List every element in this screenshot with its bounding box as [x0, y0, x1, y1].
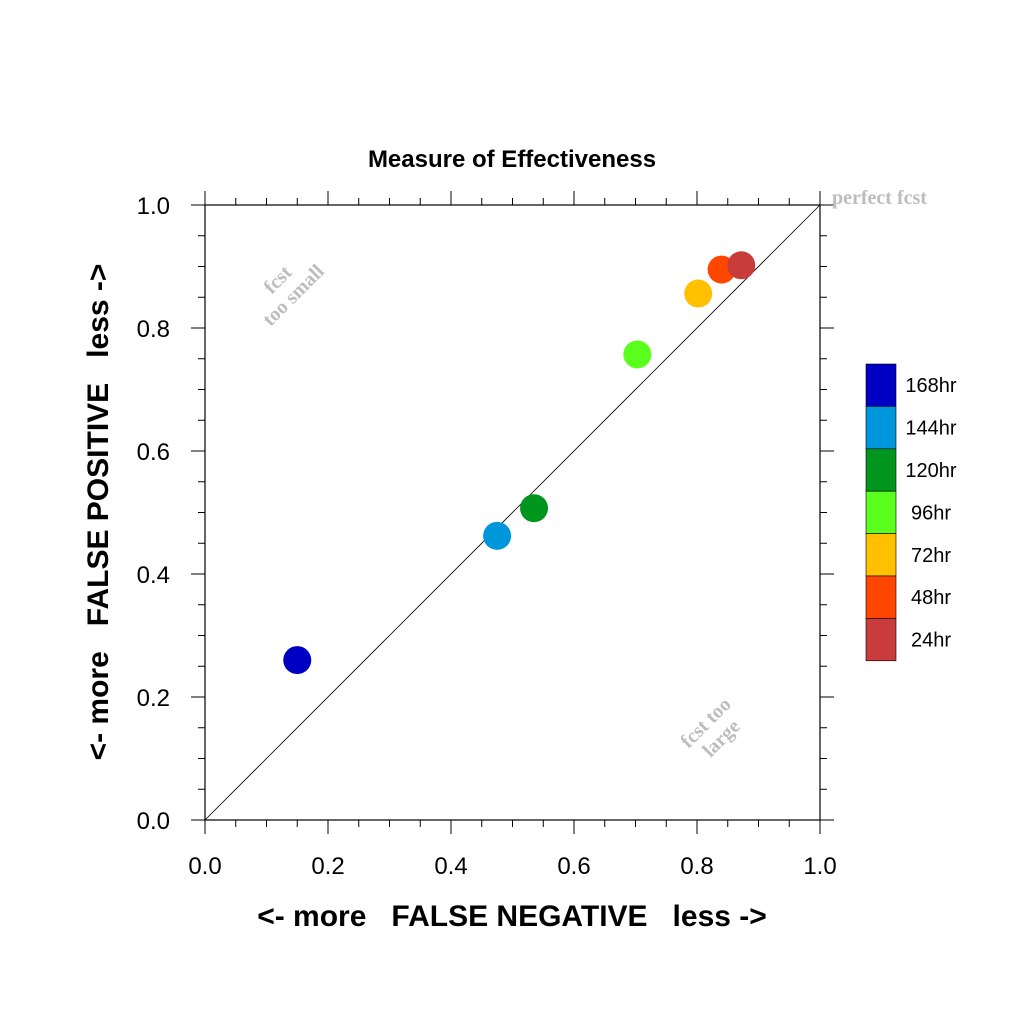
y-tick-label: 0.4	[137, 562, 170, 589]
annotation-too-large: fcst too large	[676, 693, 744, 761]
data-point-72hr	[684, 279, 713, 308]
legend-label-24hr: 24hr	[911, 630, 951, 652]
x-tick-label: 0.4	[434, 853, 467, 880]
legend-swatch-24hr	[865, 618, 897, 662]
annotation-too-small-line2: too small	[258, 260, 328, 330]
legend-swatch-72hr	[865, 533, 897, 577]
x-tick-label: 0.0	[188, 853, 221, 880]
data-point-168hr	[283, 646, 312, 675]
legend-label-168hr: 168hr	[905, 375, 956, 397]
legend-label-144hr: 144hr	[905, 418, 956, 440]
legend-swatch-48hr	[865, 575, 897, 619]
legend-label-96hr: 96hr	[911, 502, 951, 524]
x-tick-label: 0.2	[311, 853, 344, 880]
data-point-96hr	[623, 340, 652, 369]
annotation-perfect-fcst: perfect fcst	[832, 187, 927, 209]
y-tick-labels: 0.0 0.2 0.4 0.6 0.8 1.0	[137, 193, 170, 835]
annotation-too-small: fcst too small	[258, 260, 328, 330]
y-tick-label: 1.0	[137, 193, 170, 220]
x-tick-label: 1.0	[803, 853, 836, 880]
legend-label-72hr: 72hr	[911, 545, 951, 567]
diagonal-reference-line	[204, 204, 821, 821]
data-point-120hr	[520, 494, 549, 523]
legend-swatch-96hr	[865, 490, 897, 534]
data-point-24hr	[727, 251, 756, 280]
legend: 168hr 144hr 120hr 96hr 72hr 48hr 24hr	[865, 363, 957, 662]
x-tick-labels: 0.0 0.2 0.4 0.6 0.8 1.0	[188, 853, 836, 880]
y-tick-label: 0.8	[137, 316, 170, 343]
y-tick-label: 0.2	[137, 685, 170, 712]
legend-label-48hr: 48hr	[911, 587, 951, 609]
x-tick-label: 0.6	[557, 853, 590, 880]
legend-swatch-144hr	[865, 406, 897, 450]
legend-swatch-120hr	[865, 448, 897, 492]
data-point-144hr	[483, 521, 512, 550]
axis-ticks	[191, 191, 834, 834]
x-axis-label: <- more FALSE NEGATIVE less ->	[257, 900, 767, 933]
chart-title: Measure of Effectiveness	[368, 146, 656, 173]
y-tick-label: 0.0	[137, 808, 170, 835]
legend-label-120hr: 120hr	[905, 460, 956, 482]
legend-swatch-168hr	[865, 363, 897, 407]
x-tick-label: 0.8	[680, 853, 713, 880]
y-tick-label: 0.6	[137, 439, 170, 466]
y-axis-label: <- more FALSE POSITIVE less ->	[82, 264, 115, 761]
data-points	[283, 251, 756, 675]
